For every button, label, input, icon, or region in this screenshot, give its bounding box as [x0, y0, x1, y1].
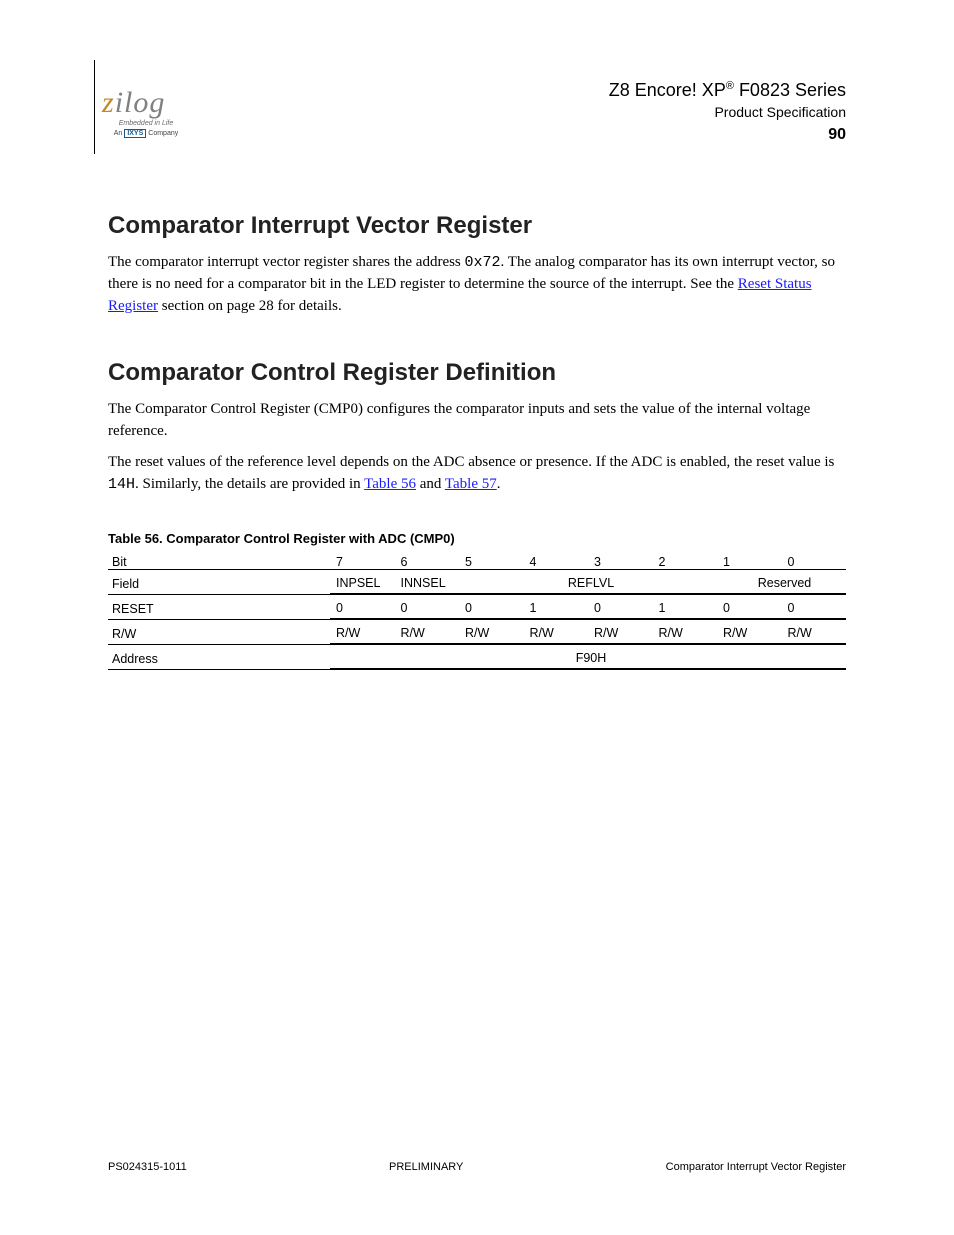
- field-reserved: Reserved: [717, 570, 846, 594]
- reset-code: 0x72: [465, 254, 501, 271]
- rw-6: R/W: [395, 620, 460, 644]
- field-innsel: INNSEL: [395, 570, 460, 594]
- product-main: Z8 Encore! XP: [609, 80, 726, 100]
- reset-2: 1: [653, 595, 718, 619]
- bit-6: 6: [395, 555, 460, 570]
- caption-text: Comparator Control Register with ADC (CM…: [166, 531, 454, 546]
- section-title-reset: Comparator Interrupt Vector Register: [108, 212, 532, 240]
- row-field: Field INPSEL INNSEL REFLVL Reserved: [108, 570, 846, 594]
- reset-label: RESET: [108, 595, 330, 619]
- reset-6: 0: [395, 595, 460, 619]
- reset-3: 0: [588, 595, 653, 619]
- reset-end: section on page 28 for details.: [158, 298, 342, 314]
- rw-4: R/W: [524, 620, 589, 644]
- address-label: Address: [108, 645, 330, 669]
- row-bit: Bit 7 6 5 4 3 2 1 0: [108, 555, 846, 570]
- bit-label: Bit: [108, 555, 330, 570]
- reset-7: 0: [330, 595, 395, 619]
- footer-right: Comparator Interrupt Vector Register: [666, 1161, 846, 1173]
- header-rule: [94, 60, 95, 154]
- product-series: F0823 Series: [734, 80, 846, 100]
- address-value: F90H: [330, 645, 846, 669]
- logo-company-post: Company: [148, 130, 178, 137]
- para-reset: The comparator interrupt vector register…: [108, 252, 846, 317]
- reg-mark: ®: [726, 80, 734, 92]
- field-inpsel: INPSEL: [330, 570, 395, 594]
- table-caption: Table 56. Comparator Control Register wi…: [108, 530, 455, 548]
- bit-0: 0: [782, 555, 847, 570]
- product-name: Z8 Encore! XP® F0823 Series: [609, 80, 846, 101]
- footer: PS024315-1011 PRELIMINARY Comparator Int…: [108, 1161, 846, 1173]
- field-reflvl: REFLVL: [459, 570, 717, 594]
- para-control: The Comparator Control Register (CMP0) c…: [108, 399, 846, 443]
- reset-1: 0: [717, 595, 782, 619]
- reset-5: 0: [459, 595, 524, 619]
- row-rw: R/W R/W R/W R/W R/W R/W R/W R/W R/W: [108, 620, 846, 644]
- ixys-box-icon: IXYS: [124, 129, 146, 138]
- logo-z: z: [102, 88, 115, 118]
- rw-3: R/W: [588, 620, 653, 644]
- row-address: Address F90H: [108, 645, 846, 669]
- rw-label: R/W: [108, 620, 330, 644]
- logo-company: An IXYS Company: [102, 129, 190, 138]
- zilog-logo: zilog Embedded in Life An IXYS Company: [102, 88, 190, 138]
- section-title-control: Comparator Control Register Definition: [108, 359, 556, 387]
- manual-name: Product Specification: [609, 104, 846, 120]
- divider-4: [108, 669, 846, 670]
- bit-3: 3: [588, 555, 653, 570]
- logo-company-pre: An: [114, 130, 123, 137]
- mode-pre: The reset values of the reference level …: [108, 454, 834, 470]
- bit-2: 2: [653, 555, 718, 570]
- caption-num: Table 56.: [108, 531, 166, 546]
- table56-link[interactable]: Table 56: [364, 476, 416, 492]
- rw-1: R/W: [717, 620, 782, 644]
- rw-2: R/W: [653, 620, 718, 644]
- page: zilog Embedded in Life An IXYS Company Z…: [0, 0, 954, 1235]
- header-titles: Z8 Encore! XP® F0823 Series Product Spec…: [609, 80, 846, 144]
- reset-0: 0: [782, 595, 847, 619]
- page-number: 90: [609, 126, 846, 144]
- mode-code: 14H: [108, 476, 135, 493]
- rw-5: R/W: [459, 620, 524, 644]
- rw-7: R/W: [330, 620, 395, 644]
- bit-5: 5: [459, 555, 524, 570]
- rw-0: R/W: [782, 620, 847, 644]
- logo-tagline: Embedded in Life: [102, 120, 190, 127]
- field-label: Field: [108, 570, 330, 594]
- row-reset: RESET 0 0 0 1 0 1 0 0: [108, 595, 846, 619]
- mode-post: . Similarly, the details are provided in: [135, 476, 364, 492]
- reset-4: 1: [524, 595, 589, 619]
- table57-link[interactable]: Table 57: [445, 476, 497, 492]
- mode-dot: .: [497, 476, 501, 492]
- footer-left: PS024315-1011: [108, 1161, 187, 1173]
- bit-1: 1: [717, 555, 782, 570]
- bit-7: 7: [330, 555, 395, 570]
- logo-wordmark: zilog: [102, 88, 190, 118]
- logo-rest: ilog: [115, 88, 166, 118]
- register-table: Bit 7 6 5 4 3 2 1 0 Field INPSEL INNSEL …: [108, 555, 846, 670]
- bit-4: 4: [524, 555, 589, 570]
- mode-and: and: [416, 476, 445, 492]
- footer-center: PRELIMINARY: [389, 1161, 463, 1173]
- para-mode: The reset values of the reference level …: [108, 452, 846, 496]
- reset-pre: The comparator interrupt vector register…: [108, 254, 465, 270]
